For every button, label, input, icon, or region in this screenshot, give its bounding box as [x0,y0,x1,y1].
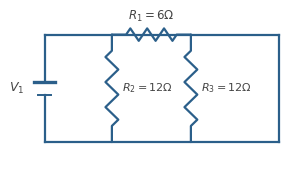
Text: $R_3 = 12\Omega$: $R_3 = 12\Omega$ [201,81,252,95]
Text: $R_1 = 6\Omega$: $R_1 = 6\Omega$ [128,9,175,24]
Text: $R_2 = 12\Omega$: $R_2 = 12\Omega$ [122,81,173,95]
Text: $V_1$: $V_1$ [9,81,24,96]
